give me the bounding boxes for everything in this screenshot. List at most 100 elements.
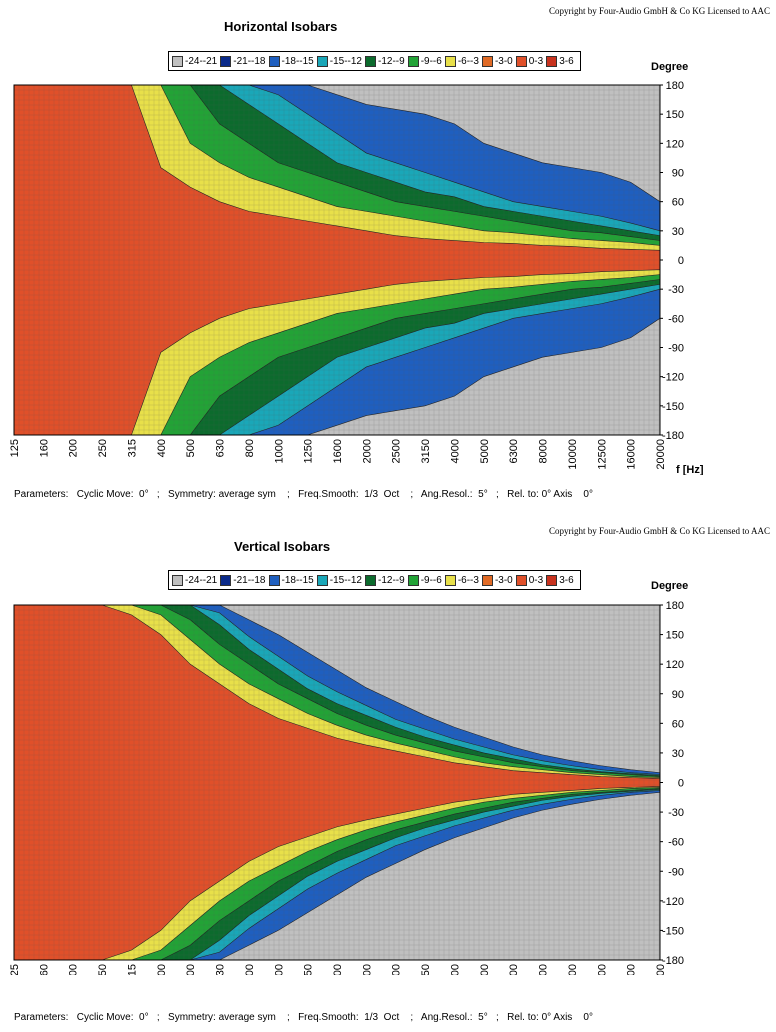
legend-item: -15--12 — [316, 574, 362, 586]
x-tick-label: 2000 — [361, 439, 373, 463]
y-tick-label: -60 — [668, 313, 684, 325]
legend-swatch — [481, 574, 493, 586]
legend-label: -21--18 — [233, 55, 266, 67]
x-tick-label: 6300 — [508, 964, 520, 975]
x-tick-label: 250 — [97, 964, 109, 975]
legend-item: -18--15 — [268, 55, 314, 67]
horizontal-isobars-panel: Copyright by Four-Audio GmbH & Co KG Lic… — [0, 0, 776, 512]
x-tick-label: 16000 — [626, 439, 638, 470]
x-tick-label: 4000 — [449, 964, 461, 975]
x-tick-label: 800 — [244, 964, 256, 975]
legend-label: 0-3 — [528, 55, 544, 67]
y-tick-label: -150 — [662, 401, 684, 413]
x-tick-label: 8000 — [538, 964, 550, 975]
y-tick-label: 180 — [666, 600, 684, 612]
x-tick-label: 10000 — [567, 439, 579, 470]
legend-item: -3-0 — [481, 574, 513, 586]
x-tick-label: 20000 — [655, 439, 667, 470]
x-tick-label: 1600 — [332, 439, 344, 463]
y-axis-unit-label: Degree — [651, 61, 689, 73]
x-tick-label: 160 — [38, 964, 50, 975]
legend-item: -9--6 — [407, 55, 442, 67]
legend-swatch — [444, 574, 456, 586]
copyright-text: Copyright by Four-Audio GmbH & Co KG Lic… — [548, 6, 770, 16]
x-tick-label: 400 — [156, 964, 168, 975]
legend-label: -6--3 — [457, 55, 479, 67]
plot-grid — [13, 604, 660, 961]
legend: -24--21 -21--18 -18--15 -15--12 -12--9 -9--6 -… — [168, 570, 581, 590]
x-tick-label: 1600 — [332, 964, 344, 975]
legend-item: -21--18 — [220, 55, 266, 67]
x-tick-label: 800 — [244, 439, 256, 457]
y-tick-label: 30 — [672, 226, 684, 238]
x-tick-label: 16000 — [626, 964, 638, 975]
y-tick-label: 0 — [678, 255, 684, 267]
legend-label: -15--12 — [329, 55, 362, 67]
legend-label: -24--21 — [185, 55, 218, 67]
x-tick-label: 10000 — [567, 964, 579, 975]
chart-title: Vertical Isobars — [234, 539, 331, 554]
legend-item: -15--12 — [316, 55, 362, 67]
isobar-plot: 180 150 120 90 60 30 0 -30 -60 -90 -120 -150 -180 125… — [9, 80, 704, 475]
legend-swatch — [365, 55, 376, 67]
legend-swatch — [444, 55, 456, 67]
x-tick-label: 12500 — [596, 964, 608, 975]
x-tick-label: 5000 — [479, 964, 491, 975]
legend-item: 0-3 — [515, 574, 544, 586]
vertical-isobars-panel: Copyright by Four-Audio GmbH & Co KG Lic… — [0, 520, 776, 1032]
x-tick-label: 630 — [215, 439, 227, 457]
y-tick-label: -90 — [668, 866, 684, 878]
x-tick-label: 1000 — [273, 439, 285, 463]
legend-swatch — [220, 55, 232, 67]
y-tick-label: -120 — [662, 372, 684, 384]
y-tick-label: 30 — [672, 748, 684, 760]
x-tick-label: 315 — [126, 964, 138, 975]
legend-swatch — [316, 55, 328, 67]
y-tick-label: -30 — [668, 284, 684, 296]
legend-label: 3-6 — [559, 55, 574, 67]
x-tick-label: 250 — [97, 439, 109, 457]
legend-label: -6--3 — [457, 574, 479, 586]
legend-item: -21--18 — [220, 574, 266, 586]
x-tick-label: 20000 — [655, 964, 667, 975]
x-tick-label: 500 — [185, 964, 197, 975]
y-tick-label: -150 — [662, 925, 684, 937]
legend-swatch — [220, 574, 232, 586]
legend: -24--21 -21--18 -18--15 -15--12 -12--9 -9--6 -… — [168, 51, 581, 71]
legend-label: -3-0 — [494, 574, 513, 586]
x-tick-label: 2500 — [391, 439, 403, 463]
x-tick-label: 12500 — [596, 439, 608, 470]
x-tick-label: 3150 — [420, 964, 432, 975]
x-axis-unit-label: f [Hz] — [676, 464, 704, 475]
y-tick-label: 180 — [666, 80, 684, 92]
legend-swatch — [407, 574, 419, 586]
x-tick-label: 400 — [156, 439, 168, 457]
y-tick-label: -180 — [662, 430, 684, 442]
y-tick-label: 120 — [666, 138, 684, 150]
legend-label: 0-3 — [528, 574, 544, 586]
chart-title: Horizontal Isobars — [224, 19, 338, 34]
legend-label: -12--9 — [378, 574, 405, 586]
x-tick-label: 1250 — [303, 964, 315, 975]
legend-item: -12--9 — [365, 574, 405, 586]
x-tick-label: 1250 — [303, 439, 315, 463]
x-tick-label: 1000 — [273, 964, 285, 975]
legend-label: -18--15 — [281, 55, 314, 67]
legend-item: -24--21 — [172, 55, 218, 67]
legend-label: -18--15 — [281, 574, 314, 586]
legend-item: -9--6 — [407, 574, 442, 586]
legend-item: -24--21 — [172, 574, 217, 586]
x-tick-label: 2500 — [391, 964, 403, 975]
y-tick-label: 150 — [666, 630, 684, 642]
legend-label: -9--6 — [420, 574, 442, 586]
x-tick-label: 630 — [215, 964, 227, 975]
x-tick-label: 200 — [68, 439, 80, 457]
x-tick-label: 315 — [126, 439, 138, 457]
y-tick-label: 120 — [666, 659, 684, 671]
x-tick-label: 160 — [38, 439, 50, 457]
y-tick-label: -90 — [668, 343, 684, 355]
legend-swatch — [268, 574, 280, 586]
parameters-line: Parameters: Cyclic Move: 0° ; Symmetry: … — [14, 489, 593, 500]
y-tick-label: 60 — [672, 197, 684, 209]
legend-item: -3-0 — [481, 55, 513, 67]
